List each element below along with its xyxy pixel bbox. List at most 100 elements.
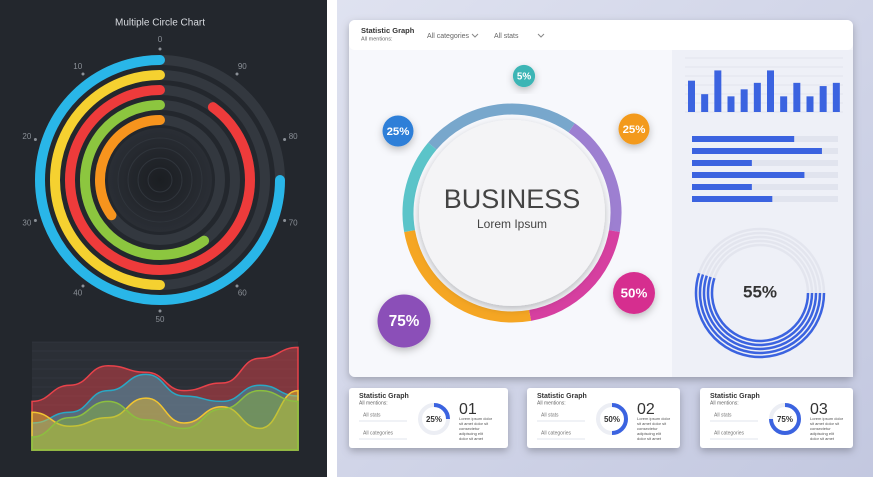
core-ring	[117, 137, 203, 223]
tick-label: 80	[289, 132, 298, 141]
core	[108, 128, 212, 232]
card-text: consectetur	[637, 426, 658, 431]
caret	[537, 33, 545, 38]
bubble-label: 5%	[517, 72, 531, 83]
bar	[832, 82, 840, 112]
bubble	[382, 115, 414, 147]
core-ring	[147, 167, 173, 193]
card-filter: All categories	[541, 430, 572, 436]
gauge-arc	[769, 403, 801, 435]
card-text: adipiscing elit	[459, 431, 484, 436]
ring	[35, 55, 285, 305]
card-number: 01	[459, 401, 477, 418]
bar	[692, 172, 805, 178]
ring	[80, 100, 210, 260]
card-filter: All stats	[714, 412, 732, 418]
core-ring	[127, 147, 193, 213]
bar	[753, 82, 761, 112]
tick-dot	[158, 47, 162, 51]
card	[700, 388, 853, 448]
card-filter: All categories	[363, 430, 394, 436]
tick-dot	[81, 72, 85, 76]
bar	[767, 70, 774, 112]
card-filter: All categories	[714, 430, 745, 436]
filter[interactable]: All categories	[427, 33, 470, 40]
bubble	[613, 272, 655, 314]
card-text: dolor sit amet	[810, 436, 835, 441]
gauge-label: 50%	[604, 415, 620, 424]
caret	[471, 33, 479, 38]
center-title: BUSINESS	[444, 184, 581, 214]
card-title: Statistic Graph	[710, 393, 760, 400]
gauge-label: 55%	[743, 282, 777, 301]
gauge-arc	[611, 403, 628, 435]
card-title: Statistic Graph	[359, 393, 409, 400]
card-subtitle: All mentions:	[537, 400, 566, 406]
tick-label: 0	[158, 35, 163, 44]
card-text: Lorem ipsum dolor	[810, 416, 844, 421]
tick-dot	[33, 138, 37, 142]
card-text: adipiscing elit	[810, 431, 835, 436]
gauge-label: 75%	[777, 415, 793, 424]
wave	[31, 389, 299, 451]
tick-dot	[81, 284, 85, 288]
bar	[793, 82, 801, 112]
tick-label: 10	[73, 62, 82, 71]
bar	[727, 96, 735, 112]
dashboard-title: Statistic Graph	[361, 26, 415, 35]
bar	[688, 80, 695, 112]
card-subtitle: All mentions:	[359, 400, 388, 406]
bar	[701, 94, 709, 112]
bubble-label: 25%	[387, 126, 410, 138]
filter[interactable]: All stats	[494, 33, 519, 40]
bar-track	[692, 184, 838, 190]
dashboard-header	[349, 20, 853, 50]
gauge-arc	[710, 277, 810, 343]
bar	[692, 148, 822, 154]
gauge-arc	[433, 403, 450, 420]
bubble-label: 25%	[623, 124, 646, 136]
bar	[819, 86, 827, 112]
tick-dot	[158, 309, 162, 313]
card-text: sit amet dolor sit	[459, 421, 489, 426]
gauge-arc	[702, 275, 818, 351]
ring-segment	[428, 103, 575, 150]
gauge-label: 25%	[426, 415, 442, 424]
card-text: sit amet dolor sit	[637, 421, 667, 426]
card-number: 02	[637, 401, 655, 418]
core-ring	[137, 157, 183, 203]
bar	[692, 160, 752, 166]
tick-dot	[283, 218, 287, 222]
gauge-arc	[698, 274, 822, 355]
tick-label: 60	[238, 288, 247, 297]
core	[419, 120, 605, 306]
bar	[740, 89, 748, 112]
tick-label: 90	[238, 62, 247, 71]
card-text: dolor sit amet	[459, 436, 484, 441]
card	[349, 388, 508, 448]
card-subtitle: All mentions:	[710, 400, 739, 406]
bar	[806, 96, 814, 112]
bar	[780, 96, 788, 112]
ring	[95, 115, 165, 221]
tick-label: 30	[22, 218, 31, 227]
card-text: Lorem ipsum dolor	[459, 416, 493, 421]
bubble-label: 50%	[621, 286, 648, 301]
bubble	[618, 113, 650, 145]
gauge-arc	[706, 276, 814, 347]
card	[527, 388, 680, 448]
tick-dot	[235, 284, 239, 288]
card-title: Statistic Graph	[537, 393, 587, 400]
ring	[65, 85, 255, 275]
tick-dot	[33, 218, 37, 222]
tick-label: 20	[22, 132, 31, 141]
center-subtitle: Lorem Ipsum	[477, 217, 547, 231]
bubble-label: 75%	[389, 313, 420, 330]
tick-label: 40	[73, 288, 82, 297]
wave	[31, 373, 299, 451]
card-filter: All stats	[363, 412, 381, 418]
wave	[31, 389, 299, 451]
bubble	[512, 64, 536, 88]
ring-segment	[402, 142, 437, 233]
